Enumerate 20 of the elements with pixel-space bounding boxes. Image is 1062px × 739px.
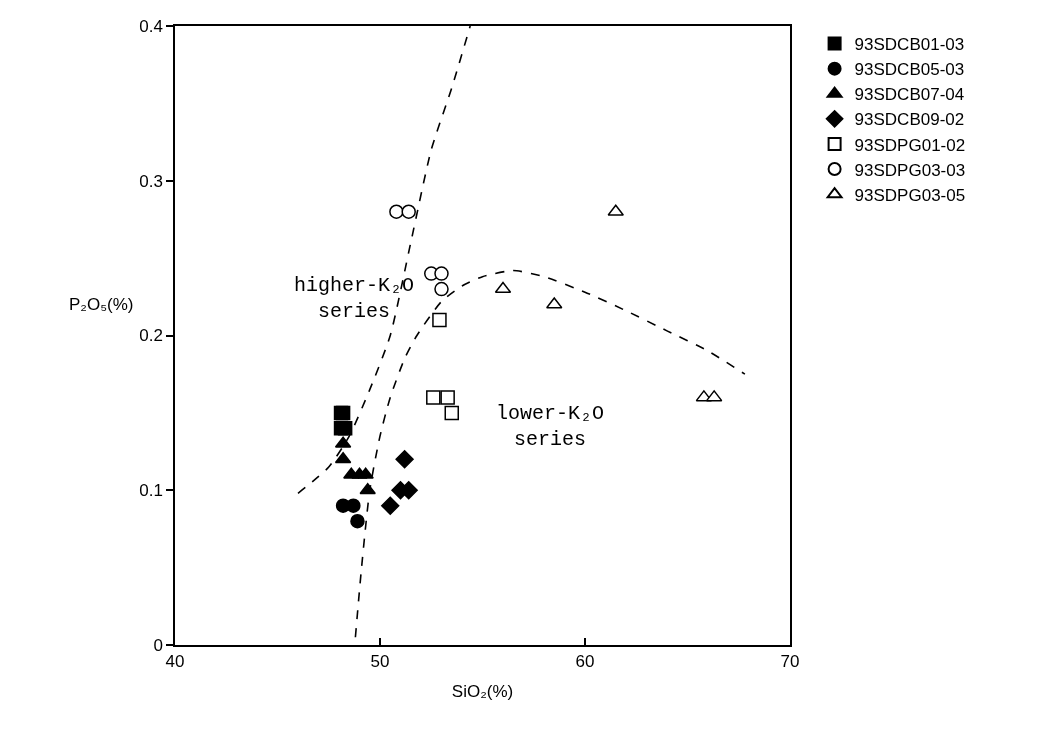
y-tick-label: 0 xyxy=(153,635,163,655)
annotation: lower-K₂O series xyxy=(496,402,605,451)
x-tick-label: 70 xyxy=(780,652,800,672)
y-tick-label: 0.1 xyxy=(139,481,163,501)
legend-label: 93SDCB05-03 xyxy=(854,60,965,80)
x-tick-label: 40 xyxy=(165,652,185,672)
y-tick-label: 0.3 xyxy=(139,171,163,191)
y-axis-title: P₂O₅(%) xyxy=(69,295,134,314)
legend-label: 93SDCB09-02 xyxy=(854,110,965,130)
legend-label: 93SDCB07-04 xyxy=(854,85,965,105)
x-tick-label: 60 xyxy=(575,652,595,672)
x-tick-label: 50 xyxy=(370,652,390,672)
annotation: higher-K₂O series xyxy=(294,274,415,323)
y-tick-label: 0.4 xyxy=(139,16,163,36)
legend-label: 93SDPG01-02 xyxy=(854,135,966,155)
y-tick-label: 0.2 xyxy=(139,326,163,346)
x-axis-title: SiO₂(%) xyxy=(451,682,514,702)
legend-label: 93SDPG03-05 xyxy=(854,185,966,205)
legend-label: 93SDCB01-03 xyxy=(854,35,965,55)
legend-label: 93SDPG03-03 xyxy=(854,160,966,180)
